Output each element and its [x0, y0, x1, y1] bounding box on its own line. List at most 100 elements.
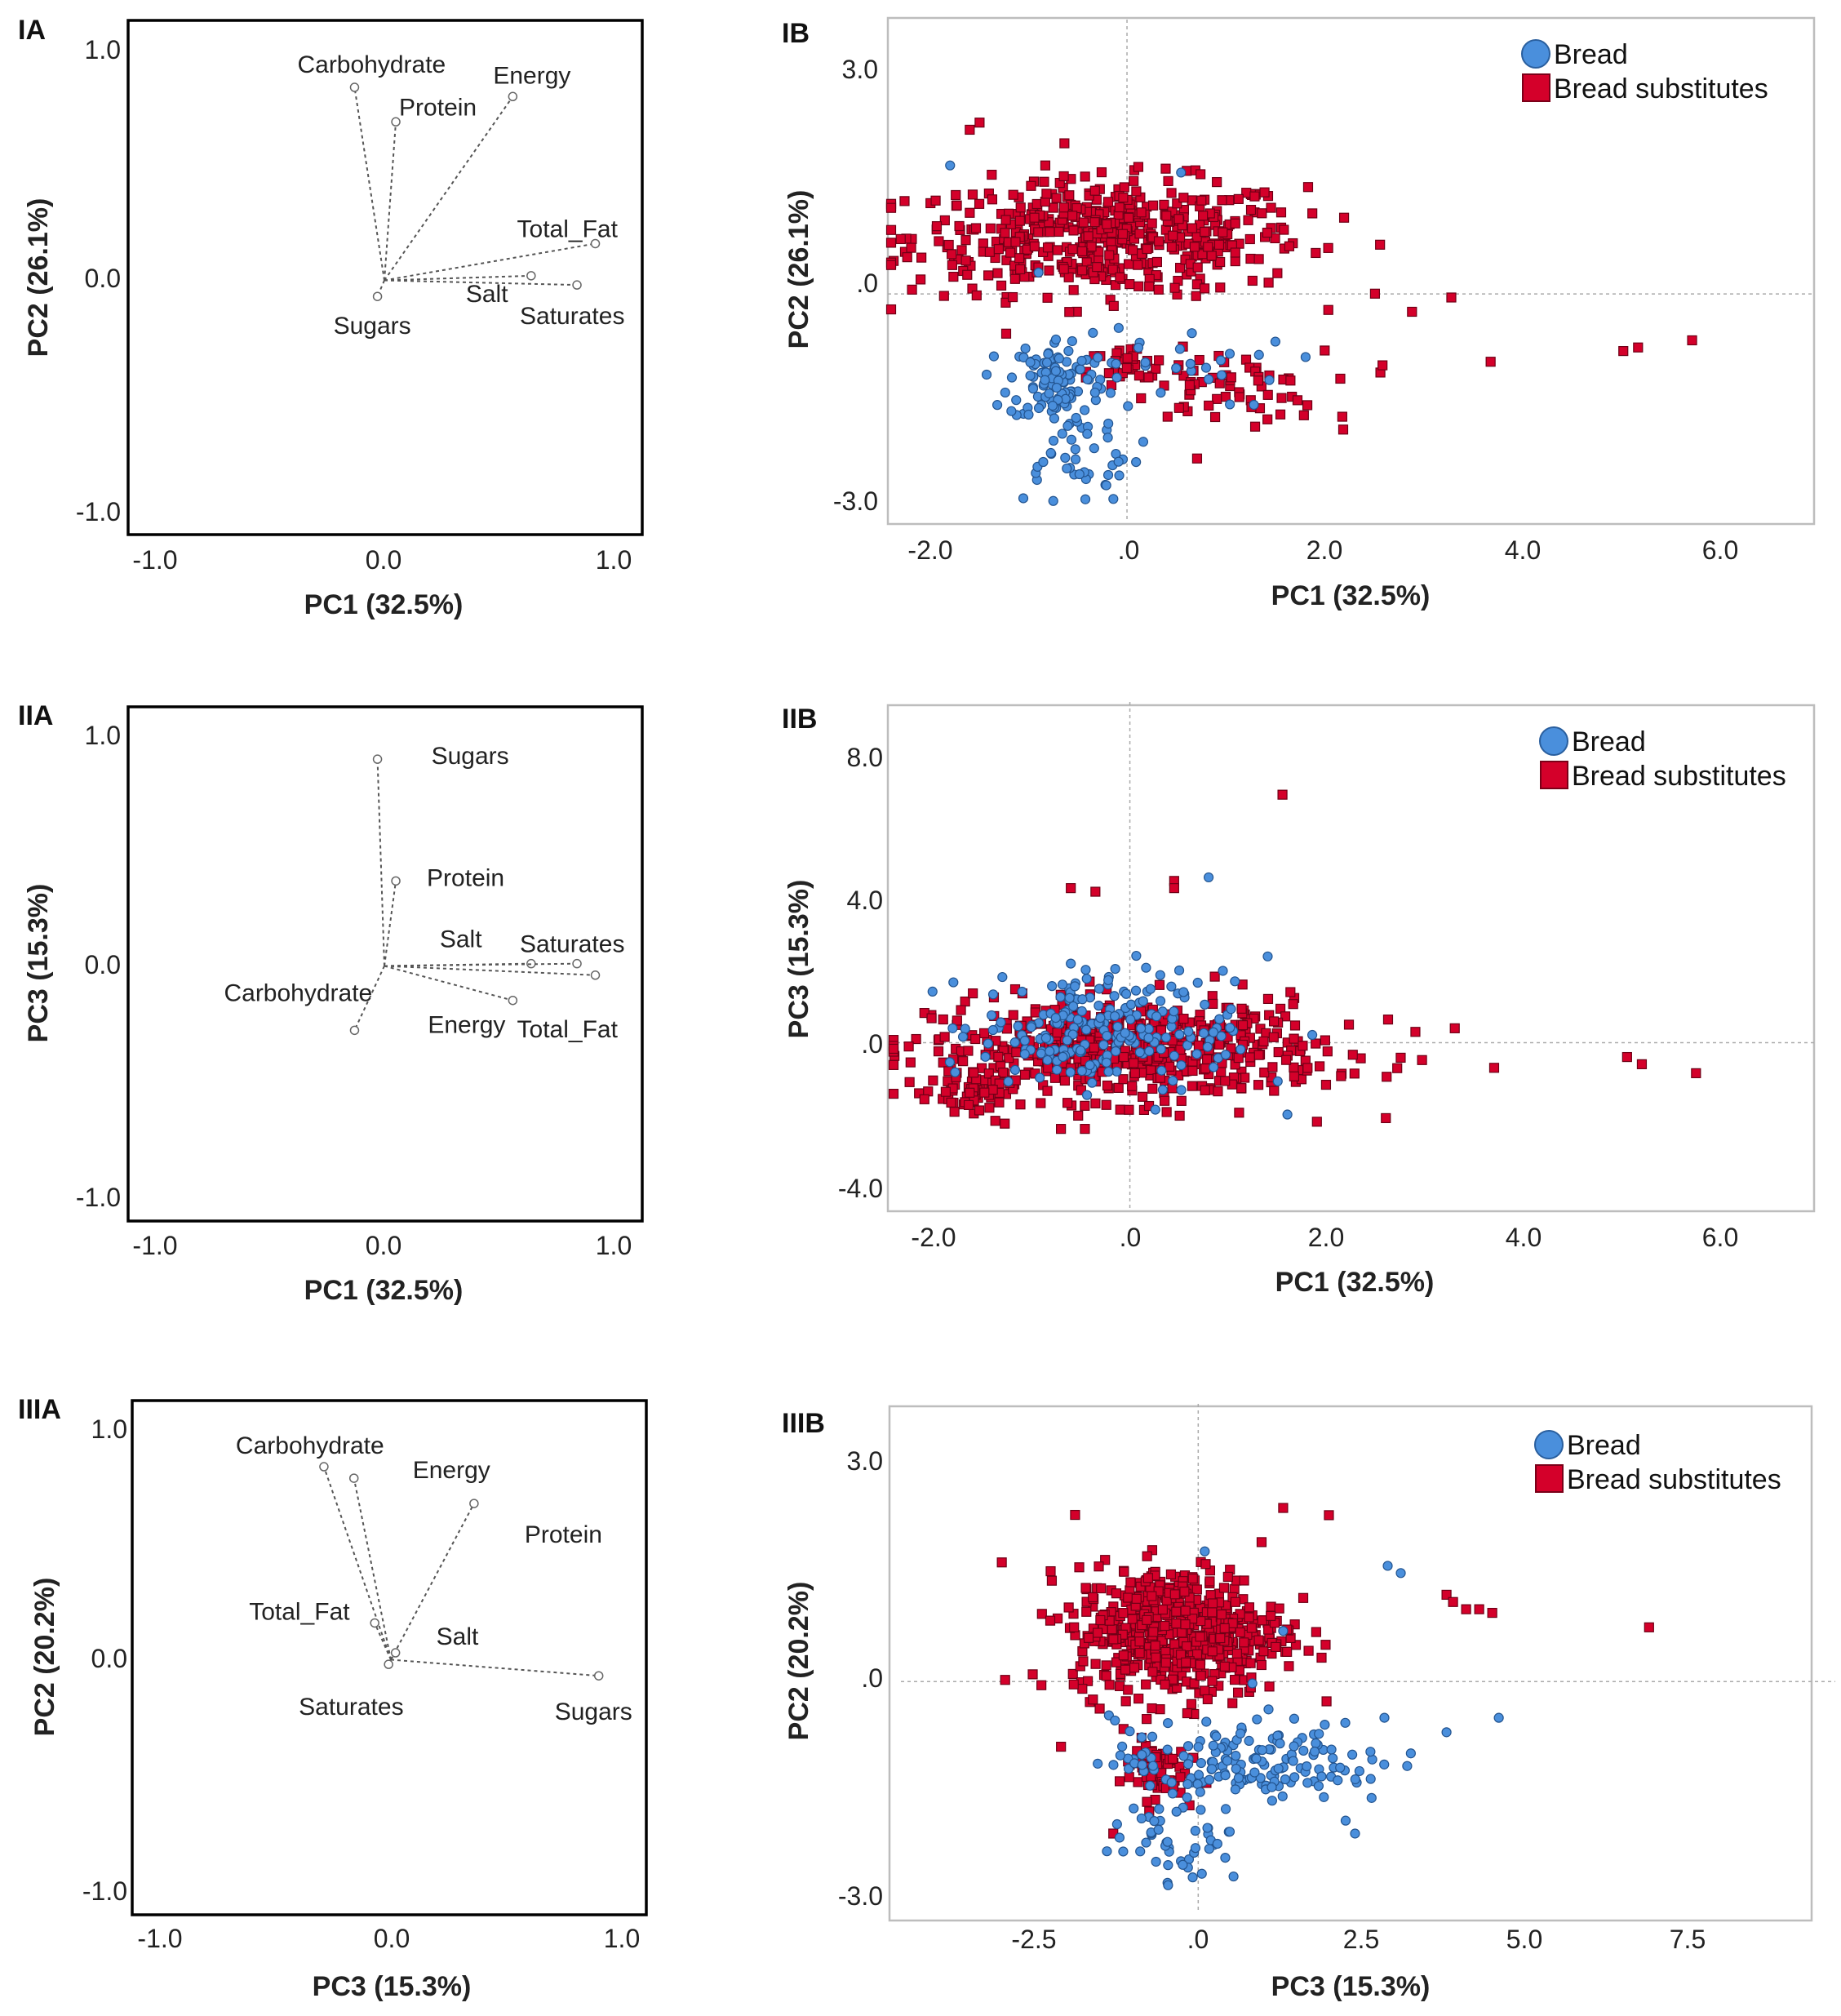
point-bread-substitute: [1068, 1679, 1079, 1690]
point-bread: [1066, 958, 1076, 969]
point-bread-substitute: [1166, 188, 1177, 198]
point-bread: [1187, 1872, 1198, 1883]
point-bread-substitute: [1375, 239, 1386, 250]
y-tick-label: -3.0: [833, 486, 878, 516]
variable-label: Energy: [413, 1457, 490, 1484]
point-bread-substitute: [1063, 272, 1074, 282]
point-bread: [1162, 1836, 1173, 1847]
legend-bread-marker: [1534, 1430, 1564, 1459]
point-bread-substitute: [1382, 1072, 1392, 1082]
loading-vector: [384, 274, 531, 282]
point-bread-substitute: [1133, 371, 1145, 381]
point-bread: [1025, 357, 1036, 368]
point-bread: [1163, 1718, 1173, 1729]
point-bread: [1214, 1014, 1225, 1024]
point-bread: [1222, 1756, 1233, 1766]
point-bread: [1231, 1763, 1241, 1774]
loading-vector: [353, 1477, 392, 1660]
point-bread-substitute: [1000, 228, 1010, 238]
point-bread-substitute: [954, 220, 965, 232]
point-bread: [1131, 456, 1142, 468]
point-bread-substitute: [1320, 1079, 1332, 1090]
point-bread-substitute: [1090, 886, 1101, 897]
plot-area: [888, 702, 1816, 1208]
point-bread: [1182, 1741, 1194, 1752]
point-bread: [1230, 976, 1240, 987]
point-bread: [1081, 1090, 1093, 1100]
x-axis-title: PC1 (32.5%): [1275, 1267, 1435, 1298]
point-bread-substitute: [1236, 1083, 1247, 1094]
point-bread-substitute: [1381, 1112, 1391, 1124]
point-bread-substitute: [1089, 185, 1100, 196]
point-bread: [1340, 1815, 1351, 1826]
point-bread: [1118, 1846, 1129, 1857]
point-bread-substitute: [1298, 1592, 1309, 1603]
variable-label: Energy: [493, 62, 570, 89]
legend-substitutes-label: Bread substitutes: [1554, 73, 1768, 104]
point-bread-substitute: [1216, 1609, 1227, 1620]
point-bread: [1058, 1051, 1068, 1063]
loading-point: [469, 1499, 479, 1508]
point-bread-substitute: [931, 221, 943, 232]
y-tick-label: -1.0: [82, 1876, 127, 1906]
point-bread-substitute: [1249, 421, 1261, 432]
point-bread: [1082, 429, 1093, 439]
point-bread-substitute: [1168, 230, 1178, 241]
point-bread: [1163, 1880, 1173, 1890]
point-bread-substitute: [1202, 1694, 1213, 1705]
point-bread-substitute: [1279, 224, 1289, 235]
point-bread-substitute: [1159, 199, 1169, 210]
point-bread-substitute: [919, 1094, 929, 1104]
point-bread-substitute: [1059, 1075, 1071, 1086]
point-bread: [1174, 344, 1186, 354]
point-bread-substitute: [1026, 180, 1036, 191]
point-bread: [1314, 1729, 1324, 1739]
point-bread-substitute: [1107, 1624, 1117, 1635]
point-bread: [1102, 469, 1114, 481]
point-bread-substitute: [1198, 211, 1209, 221]
point-bread: [1095, 1013, 1106, 1024]
point-bread-substitute: [1153, 236, 1164, 246]
point-bread-substitute: [1089, 217, 1100, 228]
point-bread-substitute: [1133, 1694, 1144, 1704]
point-bread-substitute: [1124, 1104, 1134, 1115]
point-bread: [1080, 405, 1090, 415]
point-bread: [1149, 1816, 1160, 1827]
x-tick-label: 5.0: [1506, 1925, 1542, 1954]
point-bread: [1225, 399, 1235, 410]
point-bread-substitute: [1200, 1063, 1211, 1074]
point-bread-substitute: [1179, 1586, 1190, 1597]
point-bread-substitute: [1064, 190, 1075, 201]
point-bread: [1192, 977, 1203, 988]
point-bread-substitute: [1120, 1696, 1131, 1707]
point-bread-substitute: [1080, 1124, 1090, 1135]
point-bread-substitute: [1461, 1604, 1471, 1614]
point-bread-substitute: [1019, 1069, 1031, 1080]
plot-area: [901, 1404, 1835, 1913]
point-bread-substitute: [1171, 1618, 1182, 1629]
point-bread-substitute: [1000, 1118, 1010, 1129]
loading-vector: [384, 965, 596, 976]
point-bread: [1076, 355, 1087, 366]
point-bread: [1311, 1738, 1321, 1748]
point-bread: [1117, 1741, 1128, 1752]
point-bread-substitute: [1184, 1592, 1195, 1603]
y-axis-title: PC2 (26.1%): [23, 198, 54, 357]
point-bread: [1113, 322, 1124, 333]
point-bread-substitute: [1180, 1605, 1191, 1616]
loading-point: [572, 280, 582, 290]
x-tick-label: -1.0: [132, 545, 177, 575]
variable-label: Protein: [399, 94, 477, 121]
point-bread-substitute: [1064, 307, 1075, 317]
point-bread-substitute: [1114, 202, 1125, 213]
point-bread: [1182, 1778, 1193, 1790]
point-bread: [1110, 1715, 1120, 1726]
loading-point: [526, 271, 536, 281]
point-bread: [1120, 1028, 1130, 1038]
point-bread: [1133, 342, 1144, 353]
point-bread: [1068, 1001, 1079, 1012]
point-bread: [1066, 434, 1077, 445]
point-bread-substitute: [1187, 1065, 1198, 1077]
point-bread-substitute: [1214, 1039, 1225, 1050]
point-bread-substitute: [996, 1557, 1007, 1568]
